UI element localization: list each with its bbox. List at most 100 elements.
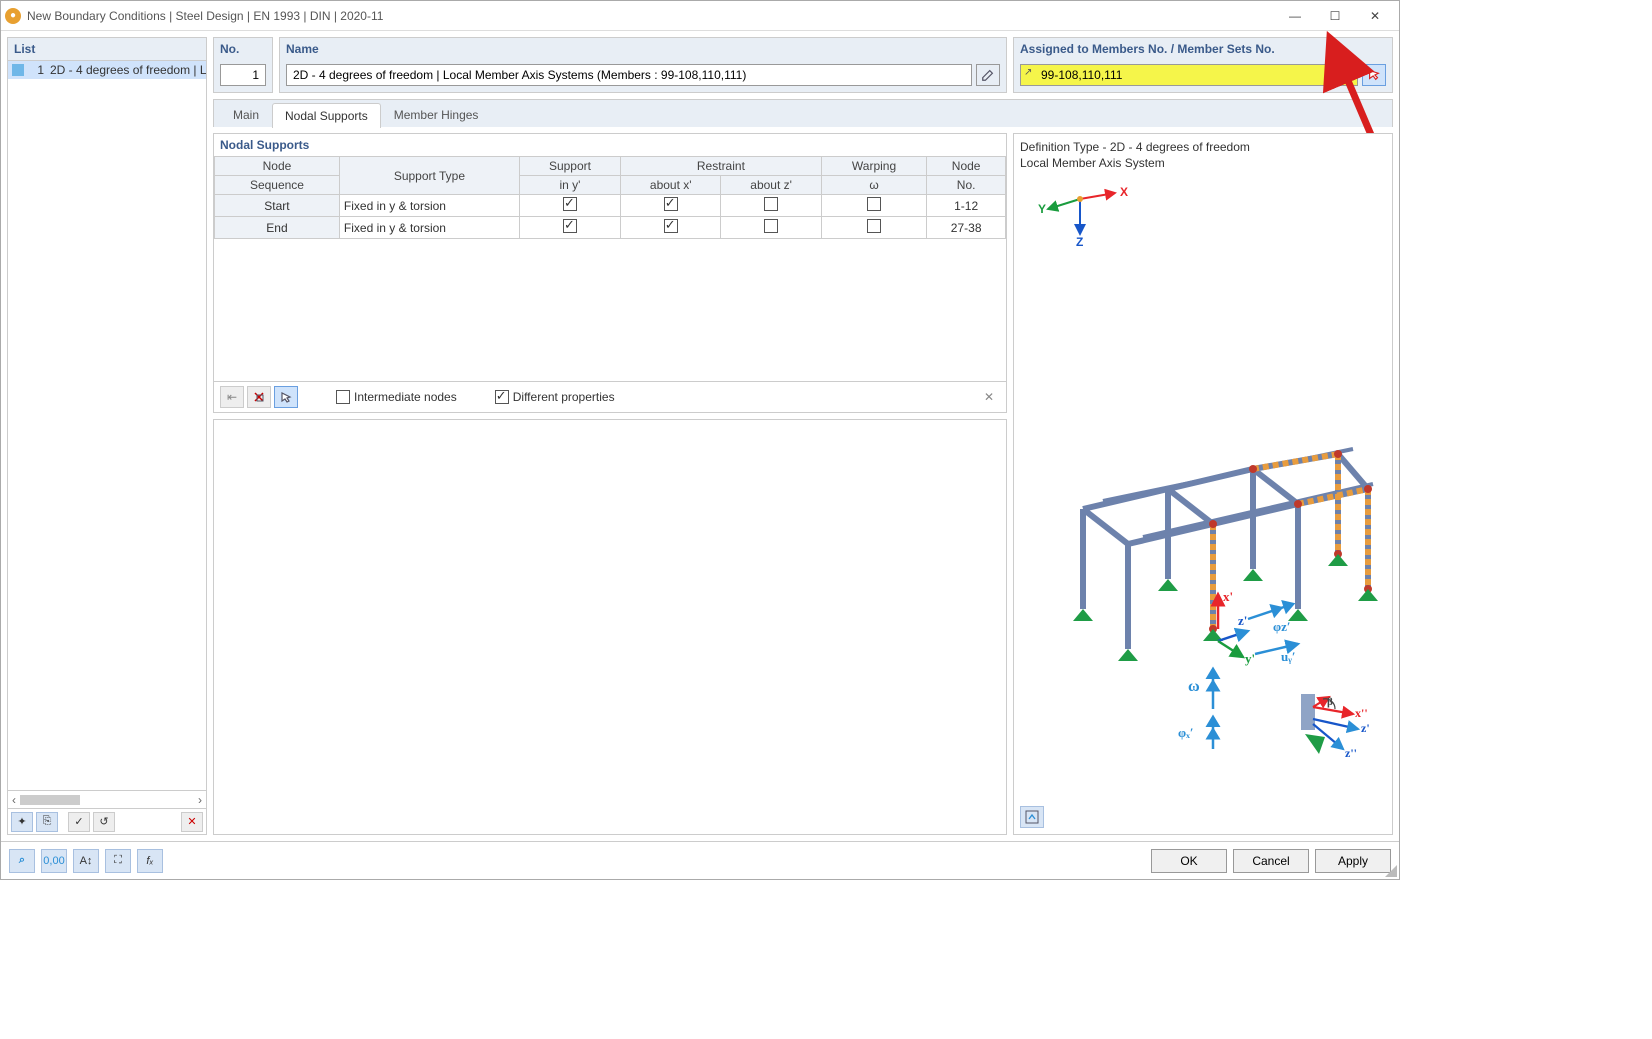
structure-preview[interactable]: x' z' y' φᴢ′ (1020, 249, 1386, 828)
footer-font-button[interactable]: A↕ (73, 849, 99, 873)
list-body[interactable]: 1 2D - 4 degrees of freedom | Local Mer (8, 61, 206, 790)
list-item-text: 2D - 4 degrees of freedom | Local Mer (50, 63, 206, 77)
ok-button[interactable]: OK (1151, 849, 1227, 873)
col-node-no-bot: No. (927, 176, 1006, 195)
cell-seq: Start (215, 195, 340, 217)
col-support-type: Support Type (339, 157, 519, 195)
grid-tool-select-button[interactable] (274, 386, 298, 408)
svg-text:φₓ′: φₓ′ (1178, 725, 1194, 740)
cell-rx[interactable] (621, 195, 721, 217)
main-area: No. Name Assigned to Members No. (213, 37, 1393, 835)
titlebar: ● New Boundary Conditions | Steel Design… (1, 1, 1399, 31)
assigned-field-group: Assigned to Members No. / Member Sets No… (1013, 37, 1393, 93)
edit-name-button[interactable] (976, 64, 1000, 86)
svg-text:Z: Z (1076, 235, 1083, 249)
footer-units-button[interactable]: 0,00 (41, 849, 67, 873)
grid-tool-1-button[interactable]: ⇤ (220, 386, 244, 408)
name-input[interactable] (286, 64, 972, 86)
dialog-window: ● New Boundary Conditions | Steel Design… (0, 0, 1400, 880)
delete-item-button[interactable]: ✕ (181, 812, 203, 832)
grid-title: Nodal Supports (214, 134, 1006, 156)
svg-text:β: β (1327, 696, 1333, 708)
cell-rz[interactable] (721, 217, 821, 239)
cancel-button[interactable]: Cancel (1233, 849, 1309, 873)
cell-rx[interactable] (621, 217, 721, 239)
tab-member-hinges[interactable]: Member Hinges (381, 102, 492, 127)
assigned-input[interactable] (1020, 64, 1358, 86)
export-preview-button[interactable] (1020, 806, 1044, 828)
col-node-seq-bot: Sequence (215, 176, 340, 195)
table-row[interactable]: EndFixed in y & torsion 27-38 (215, 217, 1006, 239)
check-all-button[interactable]: ✓ (68, 812, 90, 832)
name-label: Name (280, 38, 1006, 60)
svg-text:z': z' (1238, 613, 1247, 628)
apply-button[interactable]: Apply (1315, 849, 1391, 873)
cell-seq: End (215, 217, 340, 239)
grid-close-button[interactable]: ✕ (978, 387, 1000, 407)
tab-main[interactable]: Main (220, 102, 272, 127)
close-button[interactable]: ✕ (1355, 2, 1395, 30)
footer-screenshot-button[interactable]: ⛶ (105, 849, 131, 873)
svg-text:z'': z'' (1345, 746, 1357, 759)
col-node-seq-top: Node (215, 157, 340, 176)
svg-text:ω: ω (1188, 678, 1200, 695)
list-item-no: 1 (28, 63, 44, 77)
cell-w[interactable] (821, 195, 927, 217)
global-axis-icon: X Y Z (1030, 179, 1130, 249)
no-input[interactable] (220, 64, 266, 86)
no-label: No. (214, 38, 272, 60)
window-title: New Boundary Conditions | Steel Design |… (27, 9, 1275, 23)
tab-nodal-supports[interactable]: Nodal Supports (272, 103, 381, 128)
col-warping-top: Warping (821, 157, 927, 176)
cell-type[interactable]: Fixed in y & torsion (339, 217, 519, 239)
minimize-button[interactable]: — (1275, 2, 1315, 30)
col-warping-w: ω (821, 176, 927, 195)
tab-content: Nodal Supports Node Support Type Support… (213, 133, 1393, 835)
no-field-group: No. (213, 37, 273, 93)
col-restraint-z: about z' (721, 176, 821, 195)
list-item[interactable]: 1 2D - 4 degrees of freedom | Local Mer (8, 61, 206, 79)
cell-nodeno: 27-38 (927, 217, 1006, 239)
nodal-supports-grid-panel: Nodal Supports Node Support Type Support… (213, 133, 1007, 413)
assigned-label: Assigned to Members No. / Member Sets No… (1014, 38, 1392, 60)
col-node-no-top: Node (927, 157, 1006, 176)
list-item-color-icon (12, 64, 24, 76)
svg-text:z': z' (1361, 721, 1370, 735)
svg-text:X: X (1120, 185, 1128, 199)
cell-rz[interactable] (721, 195, 821, 217)
footer-help-button[interactable]: ⌕ (9, 849, 35, 873)
copy-item-button[interactable]: ⎘ (36, 812, 58, 832)
uncheck-all-button[interactable]: ↺ (93, 812, 115, 832)
list-header: List (8, 38, 206, 61)
intermediate-nodes-checkbox[interactable]: Intermediate nodes (336, 390, 457, 404)
cell-nodeno: 1-12 (927, 195, 1006, 217)
maximize-button[interactable]: ☐ (1315, 2, 1355, 30)
different-properties-checkbox[interactable]: Different properties (495, 390, 615, 404)
col-restraint-top: Restraint (621, 157, 822, 176)
list-toolbar: ✦ ⎘ ✓ ↺ ✕ (8, 808, 206, 834)
nodal-supports-table[interactable]: Node Support Type Support Restraint Warp… (214, 156, 1006, 239)
cell-iny[interactable] (519, 195, 620, 217)
table-row[interactable]: StartFixed in y & torsion 1-12 (215, 195, 1006, 217)
tab-bar: Main Nodal Supports Member Hinges (213, 99, 1393, 127)
footer-formula-button[interactable]: fₓ (137, 849, 163, 873)
svg-text:x'': x'' (1355, 706, 1368, 720)
cell-type[interactable]: Fixed in y & torsion (339, 195, 519, 217)
member-indicator-icon: ↗ (1024, 67, 1032, 78)
col-support-iny: in y' (519, 176, 620, 195)
svg-text:y': y' (1245, 651, 1255, 666)
new-item-button[interactable]: ✦ (11, 812, 33, 832)
cell-iny[interactable] (519, 217, 620, 239)
list-h-scrollbar[interactable]: ‹› (8, 790, 206, 808)
pick-members-button[interactable] (1362, 64, 1386, 86)
definition-type-text: Definition Type - 2D - 4 degrees of free… (1020, 140, 1386, 171)
grid-tool-2-button[interactable] (247, 386, 271, 408)
lower-empty-panel (213, 419, 1007, 835)
resize-grip[interactable] (1385, 865, 1397, 877)
app-icon: ● (5, 8, 21, 24)
different-properties-chk-icon (495, 390, 509, 404)
svg-text:φᴢ′: φᴢ′ (1273, 619, 1291, 634)
cell-w[interactable] (821, 217, 927, 239)
left-content-column: Nodal Supports Node Support Type Support… (213, 133, 1007, 835)
col-restraint-x: about x' (621, 176, 721, 195)
